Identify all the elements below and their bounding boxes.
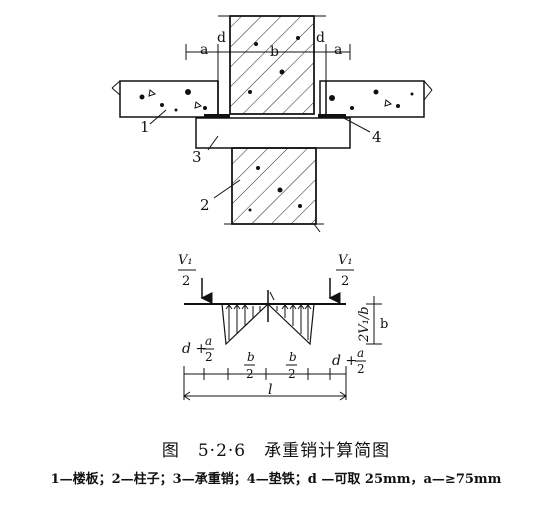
- steel-pad-right: [318, 114, 346, 118]
- side-load-label: 2V₁/b: [357, 306, 372, 343]
- bearing-pin: [195, 117, 351, 149]
- dim-a-right: a: [334, 42, 342, 58]
- calc-diagram: V₁ 2 V₁ 2: [178, 253, 388, 401]
- figure-caption: 图 5·2·6 承重销计算简图: [161, 441, 391, 461]
- left-end-term: d +: [182, 341, 207, 357]
- callout-4: 4: [372, 128, 382, 146]
- side-load-dimension: 2V₁/b b: [357, 296, 388, 345]
- dim-a-left: a: [200, 42, 208, 58]
- right-end-term: d +: [332, 353, 357, 369]
- right-frac-b-num: b: [289, 350, 297, 364]
- left-frac-b-num: b: [247, 350, 255, 364]
- load-left-den: 2: [182, 274, 190, 289]
- load-left-num: V₁: [178, 253, 193, 268]
- steel-pad-left: [204, 114, 230, 118]
- callout-3: 3: [192, 148, 202, 166]
- dim-b: b: [270, 44, 279, 60]
- callout-2: 2: [200, 196, 210, 214]
- reaction-triangles: [221, 290, 315, 346]
- spacing-formulas: d + a 2 b 2 b 2 d + a 2: [182, 334, 366, 381]
- floor-slab-left: [111, 80, 219, 118]
- load-right-den: 2: [341, 274, 349, 289]
- top-dimension-chain: a d b d a: [185, 30, 351, 82]
- span-label: l: [268, 382, 272, 398]
- callout-1: 1: [140, 118, 150, 136]
- bottom-dimension-chain: l: [183, 366, 347, 401]
- dim-d-left: d: [217, 30, 226, 46]
- load-calculation-diagram: a d b d a 1 3 2 4 V₁ 2 V₁: [111, 15, 433, 401]
- section-view: a d b d a 1 3 2 4: [111, 15, 433, 233]
- lower-column: [224, 147, 324, 233]
- figure-legend: 1—楼板；2—柱子；3—承重销；4—垫铁；d —可取 25mm，a—≥75mm: [50, 472, 502, 487]
- left-frac-a-num: a: [205, 334, 212, 348]
- load-right: V₁ 2: [328, 253, 354, 304]
- upper-column: [218, 15, 326, 115]
- right-frac-a-den: 2: [357, 362, 365, 376]
- side-b-label: b: [380, 317, 388, 332]
- floor-slab-right: [319, 80, 433, 118]
- left-frac-a-den: 2: [205, 350, 213, 364]
- dim-d-right: d: [316, 30, 325, 46]
- load-right-num: V₁: [338, 253, 353, 268]
- callouts: 1 3 2 4: [140, 109, 382, 214]
- load-left: V₁ 2: [178, 253, 213, 304]
- right-frac-a-num: a: [357, 346, 364, 360]
